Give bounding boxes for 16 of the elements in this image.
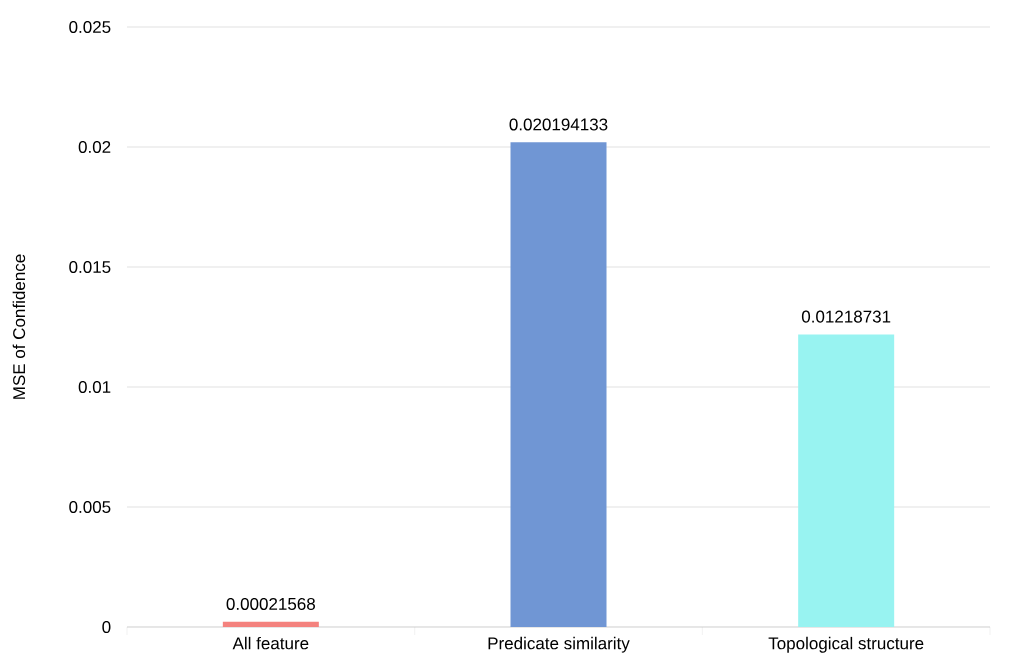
- data-label: 0.020194133: [509, 118, 608, 131]
- data-label: 0.01218731: [801, 310, 891, 323]
- bar: [510, 142, 607, 627]
- data-label: 0.00021568: [226, 597, 315, 610]
- y-axis-title: MSE of Confidence: [12, 254, 26, 399]
- y-tick-label: 0.01: [78, 380, 111, 394]
- bar: [222, 621, 319, 627]
- y-tick-label: 0: [102, 620, 111, 634]
- y-tick-label: 0.005: [69, 500, 111, 514]
- y-tick-label: 0.025: [69, 20, 111, 34]
- bar: [798, 334, 895, 627]
- y-tick-label: 0.015: [69, 260, 111, 274]
- y-tick-label: 0.02: [78, 140, 111, 154]
- x-tick-label: Topological structure: [768, 636, 924, 653]
- x-tick-label: All feature: [232, 636, 309, 650]
- x-tick-label: Predicate similarity: [488, 636, 630, 653]
